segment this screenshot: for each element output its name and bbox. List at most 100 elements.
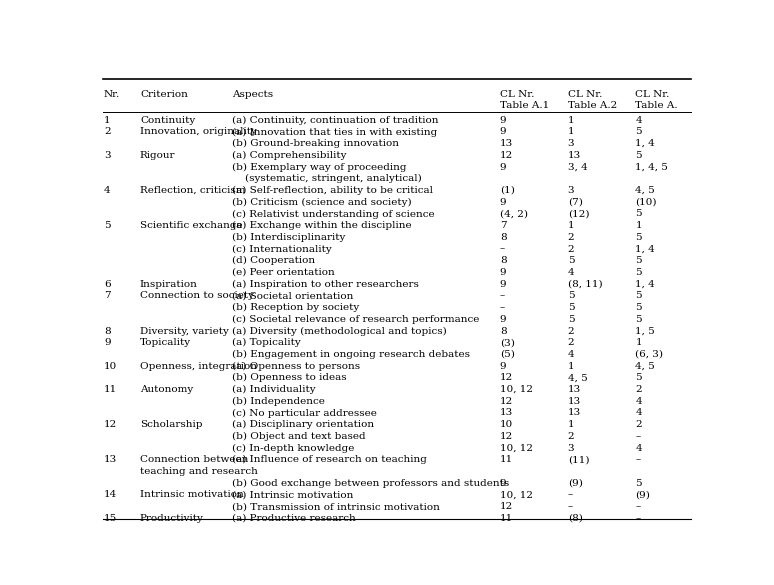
Text: 1, 4: 1, 4 (635, 245, 655, 253)
Text: 3: 3 (567, 443, 574, 453)
Text: 4: 4 (104, 186, 111, 195)
Text: 1, 4, 5: 1, 4, 5 (635, 163, 668, 171)
Text: 3: 3 (104, 151, 111, 160)
Text: (b) Interdisciplinarity: (b) Interdisciplinarity (231, 233, 345, 242)
Text: (10): (10) (635, 198, 657, 207)
Text: 1, 5: 1, 5 (635, 326, 655, 336)
Text: Continuity: Continuity (140, 116, 195, 125)
Text: –: – (567, 502, 573, 511)
Text: 8: 8 (104, 326, 111, 336)
Text: 4: 4 (635, 408, 642, 418)
Text: 13: 13 (567, 385, 580, 394)
Text: (d) Cooperation: (d) Cooperation (231, 256, 315, 266)
Text: (9): (9) (567, 479, 583, 488)
Text: 10, 12: 10, 12 (500, 443, 533, 453)
Text: 1: 1 (104, 116, 111, 125)
Text: 4: 4 (635, 397, 642, 406)
Text: Inspiration: Inspiration (140, 280, 198, 288)
Text: 12: 12 (500, 373, 513, 383)
Text: 5: 5 (104, 221, 111, 230)
Text: 5: 5 (567, 315, 574, 324)
Text: 13: 13 (567, 397, 580, 406)
Text: 15: 15 (104, 514, 117, 523)
Text: (c) Internationality: (c) Internationality (231, 245, 331, 254)
Text: (a) Innovation that ties in with existing: (a) Innovation that ties in with existin… (231, 128, 437, 136)
Text: 2: 2 (635, 385, 642, 394)
Text: 4, 5: 4, 5 (635, 362, 655, 371)
Text: 4: 4 (567, 268, 574, 277)
Text: 11: 11 (500, 514, 513, 523)
Text: 8: 8 (500, 326, 506, 336)
Text: (12): (12) (567, 209, 589, 218)
Text: 4, 5: 4, 5 (635, 186, 655, 195)
Text: 9: 9 (500, 128, 506, 136)
Text: 1, 4: 1, 4 (635, 139, 655, 148)
Text: Innovation, originality: Innovation, originality (140, 128, 257, 136)
Text: 1, 4: 1, 4 (635, 280, 655, 288)
Text: 2: 2 (567, 245, 574, 253)
Text: (b) Object and text based: (b) Object and text based (231, 432, 365, 441)
Text: 9: 9 (500, 315, 506, 324)
Text: Autonomy: Autonomy (140, 385, 194, 394)
Text: Connection to society: Connection to society (140, 291, 254, 300)
Text: 10: 10 (104, 362, 117, 371)
Text: 8: 8 (500, 233, 506, 242)
Text: (a) Comprehensibility: (a) Comprehensibility (231, 151, 346, 160)
Text: (4, 2): (4, 2) (500, 209, 528, 218)
Text: 12: 12 (104, 420, 117, 429)
Text: (c) Relativist understanding of science: (c) Relativist understanding of science (231, 209, 434, 219)
Text: 4: 4 (635, 116, 642, 125)
Text: 1: 1 (567, 128, 574, 136)
Text: 1: 1 (635, 221, 642, 230)
Text: 5: 5 (635, 151, 642, 160)
Text: 2: 2 (567, 326, 574, 336)
Text: 9: 9 (500, 362, 506, 371)
Text: 5: 5 (635, 303, 642, 312)
Text: (8): (8) (567, 514, 583, 523)
Text: –: – (635, 432, 641, 441)
Text: Scientific exchange: Scientific exchange (140, 221, 242, 230)
Text: Connection between: Connection between (140, 455, 248, 464)
Text: 9: 9 (500, 163, 506, 171)
Text: 5: 5 (567, 256, 574, 265)
Text: 7: 7 (104, 291, 111, 300)
Text: CL Nr.
Table A.2: CL Nr. Table A.2 (567, 91, 617, 110)
Text: Criterion: Criterion (140, 91, 188, 99)
Text: –: – (500, 291, 505, 300)
Text: 5: 5 (635, 128, 642, 136)
Text: 5: 5 (635, 233, 642, 242)
Text: (b) Independence: (b) Independence (231, 397, 324, 406)
Text: Intrinsic motivation: Intrinsic motivation (140, 490, 244, 500)
Text: 3: 3 (567, 186, 574, 195)
Text: (b) Reception by society: (b) Reception by society (231, 303, 359, 312)
Text: Productivity: Productivity (140, 514, 204, 523)
Text: (a) Inspiration to other researchers: (a) Inspiration to other researchers (231, 280, 419, 289)
Text: 2: 2 (567, 338, 574, 347)
Text: (a) Influence of research on teaching: (a) Influence of research on teaching (231, 455, 426, 464)
Text: 5: 5 (635, 209, 642, 218)
Text: (a) Topicality: (a) Topicality (231, 338, 300, 347)
Text: 4, 5: 4, 5 (567, 373, 587, 383)
Text: 14: 14 (104, 490, 117, 500)
Text: 9: 9 (500, 198, 506, 207)
Text: Reflection, criticism: Reflection, criticism (140, 186, 245, 195)
Text: (3): (3) (500, 338, 515, 347)
Text: 6: 6 (104, 280, 111, 288)
Text: (b) Ground-breaking innovation: (b) Ground-breaking innovation (231, 139, 399, 148)
Text: 5: 5 (635, 315, 642, 324)
Text: –: – (635, 455, 641, 464)
Text: (b) Criticism (science and society): (b) Criticism (science and society) (231, 198, 411, 207)
Text: (11): (11) (567, 455, 589, 464)
Text: 3, 4: 3, 4 (567, 163, 587, 171)
Text: (a) Continuity, continuation of tradition: (a) Continuity, continuation of traditio… (231, 116, 438, 125)
Text: (7): (7) (567, 198, 583, 207)
Text: 13: 13 (567, 408, 580, 418)
Text: (b) Openness to ideas: (b) Openness to ideas (231, 373, 346, 383)
Text: (a) Openness to persons: (a) Openness to persons (231, 362, 360, 371)
Text: (b) Exemplary way of proceeding: (b) Exemplary way of proceeding (231, 163, 406, 171)
Text: 1: 1 (567, 221, 574, 230)
Text: (a) Intrinsic motivation: (a) Intrinsic motivation (231, 490, 353, 500)
Text: 1: 1 (567, 362, 574, 371)
Text: (systematic, stringent, analytical): (systematic, stringent, analytical) (231, 174, 422, 183)
Text: 13: 13 (104, 455, 117, 464)
